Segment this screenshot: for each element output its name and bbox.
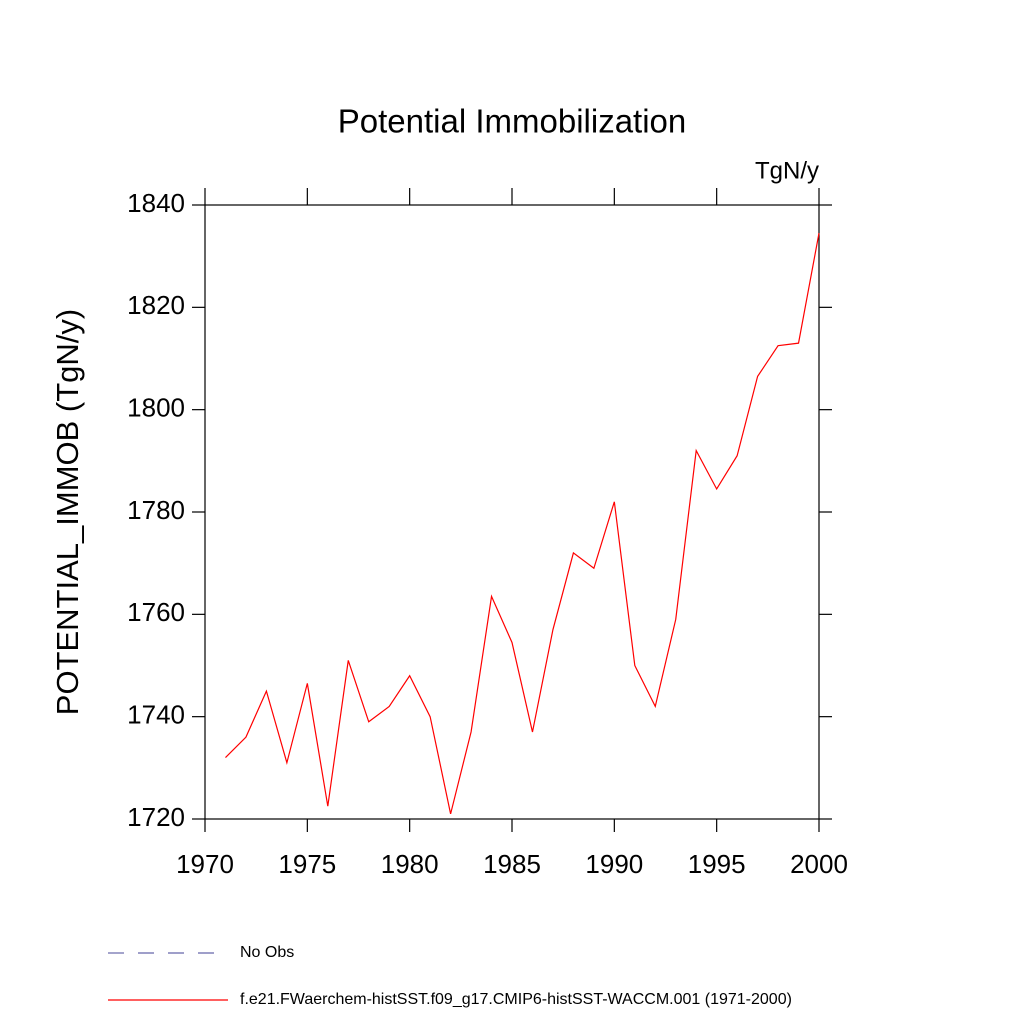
- y-tick-label: 1740: [127, 700, 185, 730]
- legend-label: f.e21.FWaerchem-histSST.f09_g17.CMIP6-hi…: [240, 991, 792, 1008]
- units-label: TgN/y: [755, 157, 819, 184]
- y-tick-label: 1780: [127, 495, 185, 525]
- data-line: [225, 233, 820, 815]
- y-axis-title: POTENTIAL_IMMOB (TgN/y): [50, 309, 85, 715]
- x-tick-label: 1980: [381, 849, 439, 879]
- plot-frame: [204, 204, 820, 820]
- x-tick-label: 1975: [278, 849, 336, 879]
- x-tick-label: 1990: [585, 849, 643, 879]
- y-tick-label: 1840: [127, 188, 185, 218]
- x-tick-label: 1995: [688, 849, 746, 879]
- legend-label: No Obs: [240, 944, 294, 961]
- y-tick-label: 1800: [127, 393, 185, 423]
- x-tick-label: 1970: [176, 849, 234, 879]
- y-tick-label: 1760: [127, 597, 185, 627]
- y-tick-label: 1720: [127, 802, 185, 832]
- x-tick-label: 2000: [790, 849, 848, 879]
- chart-title: Potential Immobilization: [338, 103, 687, 140]
- y-tick-label: 1820: [127, 290, 185, 320]
- x-tick-label: 1985: [483, 849, 541, 879]
